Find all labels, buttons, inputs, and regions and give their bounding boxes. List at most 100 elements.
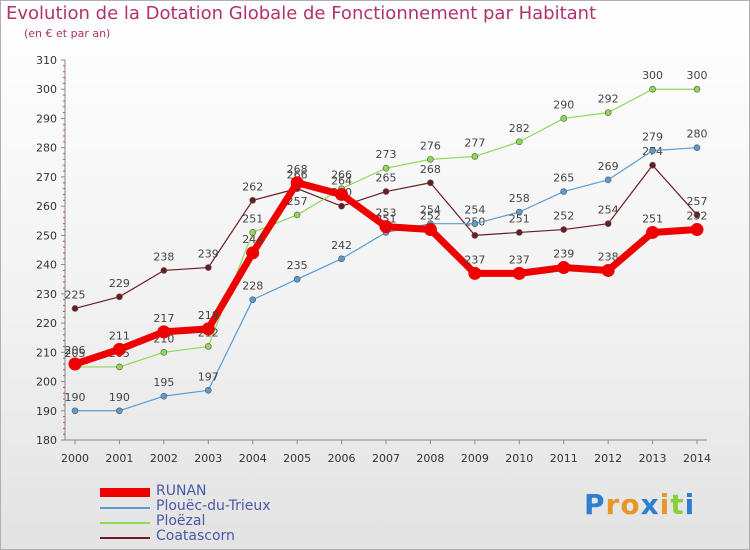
data-point <box>116 407 123 415</box>
data-point <box>160 349 168 356</box>
data-label: 265 <box>553 172 574 185</box>
series-line-plou-c-du-trieux <box>74 147 698 412</box>
proxiti-logo: Proxiti <box>584 488 695 521</box>
data-label: 190 <box>65 391 86 404</box>
x-tick-label: 2005 <box>283 452 311 465</box>
data-label: 242 <box>331 239 352 252</box>
data-label: 237 <box>509 253 530 266</box>
data-label: 257 <box>687 195 708 208</box>
logo-letter: o <box>620 488 641 521</box>
data-label: 254 <box>598 204 619 217</box>
data-point <box>68 357 82 371</box>
data-label: 251 <box>242 212 263 225</box>
data-point <box>204 264 212 271</box>
data-label: 290 <box>553 98 574 111</box>
data-label: 266 <box>331 169 352 182</box>
data-label: 205 <box>65 347 86 360</box>
data-point <box>512 266 526 280</box>
legend-swatch <box>100 488 150 497</box>
data-point <box>116 293 123 301</box>
y-tick-label: 200 <box>36 376 57 389</box>
data-label: 195 <box>153 376 174 389</box>
legend-label: Ploëzal <box>156 513 206 529</box>
data-point <box>471 232 479 239</box>
data-point <box>560 115 568 122</box>
data-point <box>693 211 701 219</box>
data-label: 244 <box>242 233 263 246</box>
data-label: 254 <box>420 204 441 217</box>
data-point <box>693 85 701 93</box>
y-tick-label: 190 <box>36 405 57 418</box>
data-point <box>515 208 523 216</box>
y-tick-label: 230 <box>36 288 57 301</box>
data-label: 262 <box>242 180 263 193</box>
data-point <box>71 305 79 312</box>
data-point <box>249 296 257 303</box>
data-label: 253 <box>376 207 397 220</box>
data-point <box>71 407 79 415</box>
data-label: 218 <box>198 309 219 322</box>
data-label: 300 <box>687 69 708 82</box>
data-point <box>335 187 349 201</box>
data-label: 266 <box>287 169 308 182</box>
y-tick-label: 210 <box>36 346 57 359</box>
x-tick-label: 2012 <box>594 452 622 465</box>
data-label: 265 <box>376 172 397 185</box>
data-label: 300 <box>642 69 663 82</box>
x-tick-label: 2004 <box>239 452 267 465</box>
x-tick-label: 2008 <box>416 452 444 465</box>
chart-subtitle: (en € et par an) <box>24 27 111 40</box>
data-label: 252 <box>420 210 441 223</box>
data-label: 279 <box>642 131 663 144</box>
data-point <box>604 176 612 184</box>
data-label: 235 <box>287 259 308 272</box>
data-point <box>201 322 215 336</box>
data-point <box>338 255 345 263</box>
data-label: 257 <box>287 195 308 208</box>
data-label: 229 <box>109 277 130 290</box>
data-label: 251 <box>642 212 663 225</box>
legend-swatch <box>100 507 150 509</box>
x-tick-label: 2014 <box>683 452 711 465</box>
data-label: 268 <box>287 163 308 176</box>
data-label: 264 <box>331 174 352 187</box>
y-tick-label: 180 <box>36 434 57 447</box>
data-label: 252 <box>553 210 574 223</box>
legend-label: Plouëc-du-Trieux <box>156 498 271 514</box>
data-point <box>249 197 257 204</box>
data-label: 268 <box>420 163 441 176</box>
data-point <box>560 226 568 233</box>
data-point <box>204 343 212 350</box>
data-label: 292 <box>598 93 619 106</box>
data-point <box>116 363 123 371</box>
y-tick-label: 310 <box>36 54 57 67</box>
y-tick-label: 300 <box>36 83 57 96</box>
data-label: 225 <box>65 288 86 301</box>
x-tick-label: 2003 <box>194 452 222 465</box>
data-point <box>649 85 656 93</box>
data-label: 251 <box>509 212 530 225</box>
data-point <box>290 176 304 190</box>
data-label: 190 <box>109 391 130 404</box>
data-point <box>649 161 656 169</box>
data-point <box>112 342 126 356</box>
data-point <box>471 220 479 227</box>
data-point <box>471 153 479 160</box>
data-point <box>160 267 168 274</box>
data-label: 252 <box>687 210 708 223</box>
data-point <box>601 263 615 277</box>
x-tick-label: 2009 <box>461 452 489 465</box>
data-label: 258 <box>509 192 530 205</box>
data-point <box>423 223 437 237</box>
logo-letter: t <box>670 488 685 521</box>
data-label: 239 <box>553 248 574 261</box>
logo-letter: r <box>605 488 621 521</box>
data-point <box>649 147 656 154</box>
data-label: 282 <box>509 122 530 135</box>
data-label: 276 <box>420 139 441 152</box>
data-point <box>249 229 257 236</box>
series-line-coatascorn <box>74 164 698 310</box>
y-tick-label: 280 <box>36 142 57 155</box>
data-point <box>160 392 168 400</box>
x-tick-label: 2010 <box>505 452 533 465</box>
